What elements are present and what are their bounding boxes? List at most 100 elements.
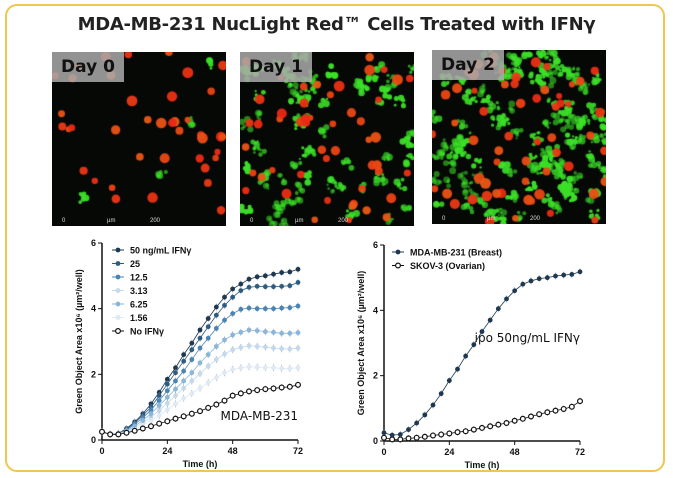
- data-point: [568, 403, 575, 410]
- scale-end: 200: [338, 218, 349, 224]
- data-point: [479, 329, 485, 334]
- data-point: [295, 365, 301, 371]
- data-point: [197, 327, 203, 333]
- data-point: [397, 432, 403, 437]
- data-point: [205, 352, 211, 358]
- data-point: [230, 367, 236, 372]
- data-point: [381, 430, 387, 436]
- x-tick-label: 0: [99, 446, 104, 456]
- data-point: [238, 365, 244, 371]
- data-point: [173, 365, 178, 371]
- data-point: [205, 324, 211, 330]
- data-point: [271, 271, 276, 277]
- scale-start: 0: [62, 218, 66, 224]
- data-point: [164, 400, 170, 406]
- data-point: [421, 433, 428, 440]
- data-point: [238, 281, 244, 287]
- data-point: [197, 345, 203, 351]
- data-point: [278, 384, 285, 391]
- data-point: [246, 343, 252, 349]
- day-label: Day 2: [432, 50, 504, 80]
- legend-label: No IFNγ: [130, 327, 164, 337]
- data-point: [254, 306, 260, 312]
- x-tick-label: 72: [293, 446, 303, 456]
- scale-unit: µm: [107, 218, 116, 224]
- series-6: [98, 381, 302, 438]
- data-point: [181, 352, 187, 358]
- data-point: [148, 407, 154, 413]
- data-point: [181, 358, 187, 364]
- data-point: [438, 431, 445, 438]
- data-point: [287, 305, 293, 311]
- data-point: [414, 420, 420, 426]
- x-tick-label: 24: [444, 447, 454, 457]
- data-point: [213, 357, 219, 362]
- data-point: [222, 351, 227, 357]
- data-point: [197, 385, 203, 391]
- data-point: [213, 401, 220, 408]
- series-0: [381, 268, 583, 439]
- y-tick-label: 4: [91, 304, 96, 314]
- data-point: [181, 378, 187, 384]
- data-point: [254, 274, 260, 280]
- data-point: [148, 411, 154, 417]
- legend-label: MDA-MB-231 (Breast): [410, 248, 502, 258]
- legend-label: 3.13: [130, 286, 148, 296]
- data-point: [295, 381, 302, 388]
- data-point: [197, 335, 203, 341]
- data-point: [238, 329, 244, 335]
- data-point: [221, 397, 228, 404]
- data-point: [229, 392, 236, 399]
- data-point: [189, 370, 195, 376]
- data-point: [254, 328, 260, 334]
- data-point: [213, 375, 219, 381]
- series-3: [99, 342, 301, 438]
- data-point: [164, 388, 170, 394]
- data-point: [173, 386, 178, 392]
- day-label: Day 1: [240, 52, 312, 82]
- data-point: [270, 385, 277, 392]
- data-point: [188, 410, 195, 417]
- data-point: [164, 407, 170, 413]
- data-point: [295, 345, 301, 351]
- data-point: [287, 366, 293, 371]
- data-point: [487, 423, 494, 430]
- legend-label: 1.56: [130, 313, 148, 323]
- data-point: [406, 427, 411, 432]
- figure-border: [5, 4, 665, 472]
- data-point: [561, 272, 567, 278]
- data-point: [271, 306, 276, 312]
- data-point: [287, 269, 293, 275]
- data-point: [156, 398, 162, 403]
- data-point: [98, 428, 105, 435]
- data-point: [287, 346, 293, 352]
- data-point: [181, 368, 187, 374]
- data-point: [181, 395, 187, 401]
- series-1: [381, 397, 583, 443]
- data-point: [295, 330, 301, 336]
- data-point: [172, 415, 179, 422]
- data-point: [454, 429, 461, 436]
- data-point: [254, 283, 260, 289]
- series-line: [383, 271, 581, 436]
- data-point: [279, 270, 285, 275]
- data-point: [295, 303, 301, 309]
- data-point: [197, 371, 203, 377]
- data-point: [115, 431, 122, 438]
- data-point: [446, 430, 453, 437]
- data-point: [238, 345, 244, 350]
- y-tick-label: 4: [373, 305, 378, 315]
- data-point: [173, 401, 178, 407]
- data-point: [389, 436, 396, 443]
- y-tick-label: 0: [373, 436, 378, 446]
- legend-marker: [115, 247, 121, 253]
- data-point: [381, 434, 388, 441]
- data-point: [238, 306, 244, 312]
- data-point: [139, 425, 146, 432]
- data-point: [413, 434, 420, 441]
- data-point: [286, 383, 293, 390]
- data-point: [246, 327, 252, 333]
- data-point: [446, 378, 452, 383]
